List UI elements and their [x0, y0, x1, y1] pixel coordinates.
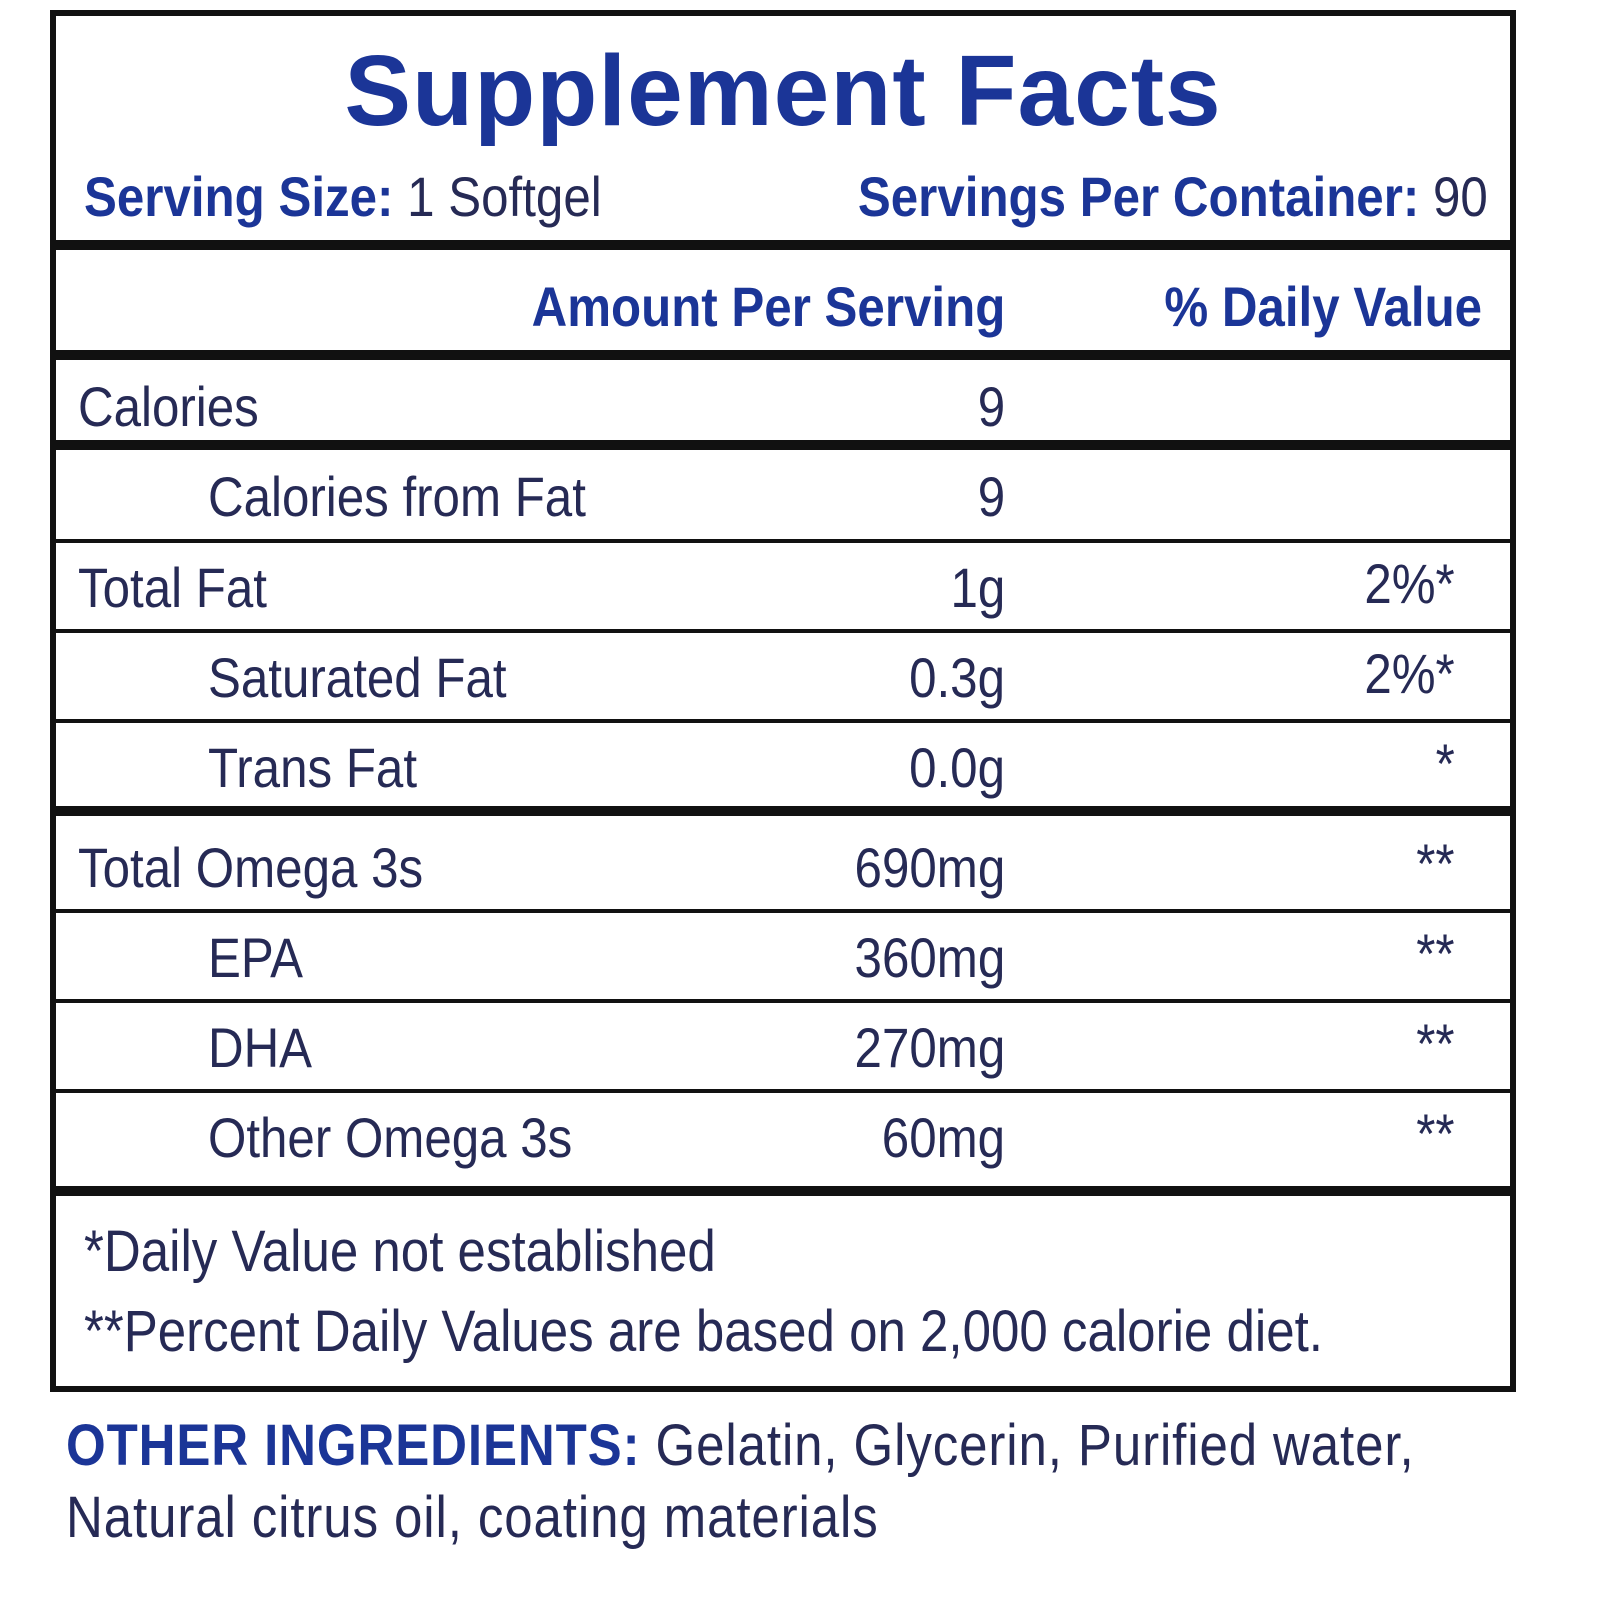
nutrient: Total Omega 3s [78, 836, 424, 899]
daily-value: * [1435, 732, 1455, 795]
nutrient: Trans Fat [208, 736, 418, 799]
daily-value: ** [1416, 1102, 1455, 1165]
amount: 9 [977, 375, 1005, 438]
nutrient: DHA [208, 1016, 313, 1079]
nutrient: EPA [208, 926, 303, 989]
servings-per-container: 90 [1433, 165, 1488, 228]
other-ingredients-text: Gelatin, Glycerin, Purified water, Natur… [66, 1413, 1415, 1550]
row: Total Omega 3s 690mg ** [56, 821, 1510, 911]
other-ingredients-label: OTHER INGREDIENTS: [66, 1413, 641, 1478]
divider [56, 999, 1510, 1003]
amount: 60mg [881, 1106, 1005, 1169]
divider [56, 1186, 1510, 1196]
amount: 0.0g [909, 736, 1005, 799]
footnote: **Percent Daily Values are based on 2,00… [84, 1299, 1323, 1364]
daily-value: ** [1416, 922, 1455, 985]
amount: 9 [977, 465, 1005, 528]
row: Saturated Fat 0.3g 2%* [56, 631, 1510, 721]
nutrient: Total Fat [78, 556, 267, 619]
amount: 0.3g [909, 646, 1005, 709]
footnote: *Daily Value not established [84, 1219, 716, 1284]
divider [56, 350, 1510, 360]
nutrient: Calories [78, 375, 259, 438]
serving-line: Serving Size: 1 Softgel [84, 164, 602, 229]
nutrient: Saturated Fat [208, 646, 507, 709]
daily-value: 2%* [1364, 642, 1455, 705]
daily-value: ** [1416, 832, 1455, 895]
divider [56, 539, 1510, 543]
divider [56, 719, 1510, 723]
row: Total Fat 1g 2%* [56, 541, 1510, 631]
facts-panel: Supplement Facts Serving Size: 1 Softgel… [50, 10, 1516, 1392]
servings-line: Servings Per Container: 90 [858, 164, 1488, 229]
nutrient: Calories from Fat [208, 465, 586, 528]
row: Other Omega 3s 60mg ** [56, 1091, 1510, 1181]
row: Calories 9 [56, 360, 1510, 450]
amount: 690mg [854, 836, 1005, 899]
daily-value: ** [1416, 1012, 1455, 1075]
amount: 270mg [854, 1016, 1005, 1079]
row: EPA 360mg ** [56, 911, 1510, 1001]
divider [56, 440, 1510, 450]
title: Supplement Facts [344, 35, 1222, 147]
serving-size-label: Serving Size: [84, 165, 394, 228]
amount: 1g [950, 556, 1005, 619]
divider [56, 909, 1510, 913]
daily-value: 2%* [1364, 552, 1455, 615]
row: DHA 270mg ** [56, 1001, 1510, 1091]
daily-value-header: % Daily Value [1164, 275, 1482, 338]
other-ingredients: OTHER INGREDIENTS: Gelatin, Glycerin, Pu… [66, 1410, 1474, 1554]
amount: 360mg [854, 926, 1005, 989]
row: Trans Fat 0.0g * [56, 721, 1510, 811]
amount-header: Amount Per Serving [531, 275, 1005, 338]
divider [56, 806, 1510, 816]
nutrient: Other Omega 3s [208, 1106, 573, 1169]
row: Calories from Fat 9 [56, 450, 1510, 540]
divider [56, 1089, 1510, 1093]
servings-per-container-label: Servings Per Container: [858, 165, 1420, 228]
serving-size: 1 Softgel [407, 165, 602, 228]
divider [56, 629, 1510, 633]
divider [56, 240, 1510, 250]
